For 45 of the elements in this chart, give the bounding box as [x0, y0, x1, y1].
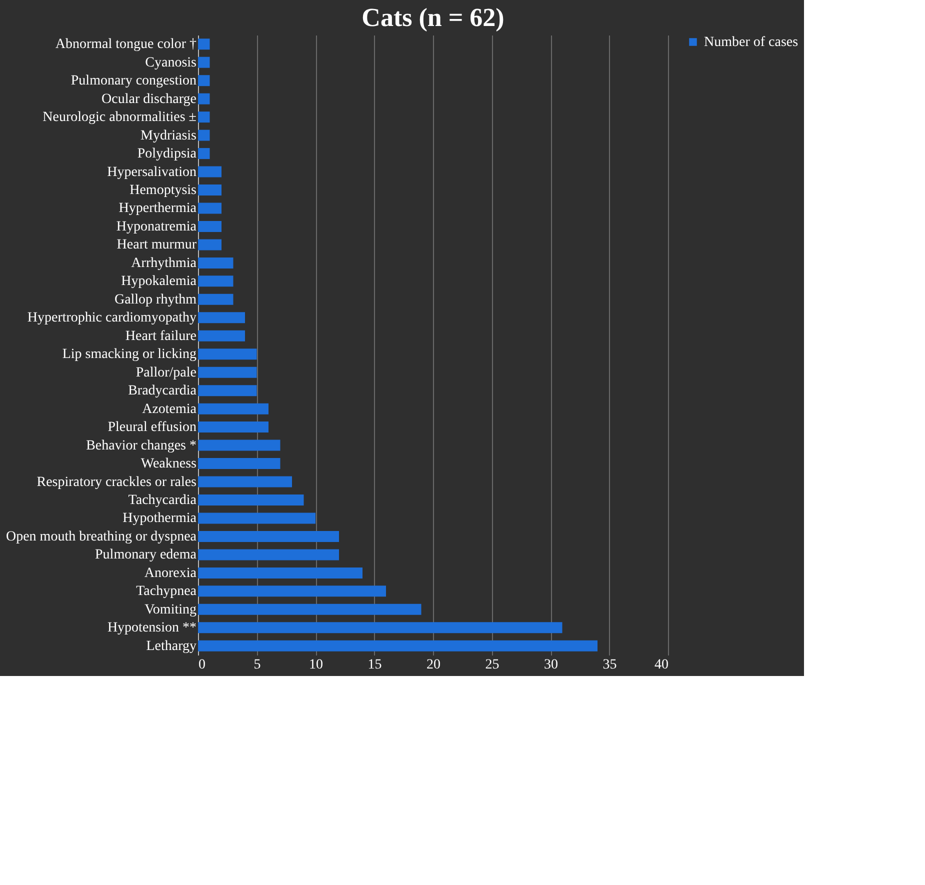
- y-tick-label: Pleural effusion: [108, 420, 196, 436]
- y-tick-label: Ocular discharge: [102, 92, 196, 107]
- y-tick-label: Heart failure: [125, 328, 196, 344]
- y-tick-label: Anorexia: [144, 566, 198, 581]
- y-tick-label: Lethargy: [146, 638, 196, 654]
- y-tick-label: Cyanosis: [145, 55, 196, 70]
- x-tick-label: 25: [485, 658, 500, 672]
- y-tick-label: Weakness: [140, 456, 196, 472]
- y-tick-label: Hypokalemia: [121, 274, 198, 290]
- y-tick-label: Pallor/pale: [136, 365, 196, 380]
- y-tick-label: Hyponatremia: [116, 219, 198, 234]
- y-tick-label: Hypotension **: [107, 620, 196, 636]
- chart-title: Cats (n = 62): [362, 3, 504, 32]
- y-tick-label: Bradycardia: [128, 384, 198, 399]
- y-tick-label: Neurologic abnormalities ±: [42, 110, 197, 126]
- y-tick-label: Gallop rhythm: [114, 292, 197, 308]
- x-tick-label: 35: [602, 658, 617, 672]
- y-tick-label: Vomiting: [144, 602, 196, 618]
- y-tick-label: Azotemia: [142, 402, 198, 417]
- y-tick-label: Hypertrophic cardiomyopathy: [27, 310, 196, 326]
- y-tick-label: Hemoptysis: [130, 183, 196, 198]
- legend-label: Number of cases: [704, 35, 798, 50]
- y-tick-label: Hyperthermia: [118, 201, 198, 216]
- x-tick-label: 30: [544, 658, 558, 672]
- y-tick-label: Tachycardia: [128, 493, 198, 508]
- y-tick-label: Respiratory crackles or rales: [36, 474, 196, 490]
- y-tick-label: Behavior changes *: [86, 438, 196, 454]
- y-tick-label: Hypothermia: [122, 511, 198, 526]
- y-tick-label: Polydipsia: [137, 146, 198, 162]
- x-tick-label: 40: [654, 658, 668, 672]
- y-tick-label: Lip smacking or licking: [62, 347, 196, 362]
- y-tick-label: Tachypnea: [136, 584, 198, 600]
- x-tick-label: 5: [254, 658, 261, 672]
- y-tick-label: Hypersalivation: [107, 164, 196, 180]
- y-tick-label: Open mouth breathing or dyspnea: [6, 529, 198, 544]
- y-tick-label: Abnormal tongue color †: [55, 37, 196, 52]
- y-tick-label: Mydriasis: [140, 128, 196, 144]
- x-tick-label: 15: [368, 658, 382, 672]
- y-tick-label: Heart murmur: [116, 238, 197, 253]
- y-tick-label: Pulmonary congestion: [70, 74, 196, 89]
- y-tick-label: Arrhythmia: [131, 256, 198, 271]
- x-tick-label: 0: [198, 658, 206, 672]
- y-tick-label: Pulmonary edema: [95, 548, 198, 563]
- x-tick-label: 10: [309, 658, 323, 672]
- x-tick-label: 20: [426, 658, 440, 672]
